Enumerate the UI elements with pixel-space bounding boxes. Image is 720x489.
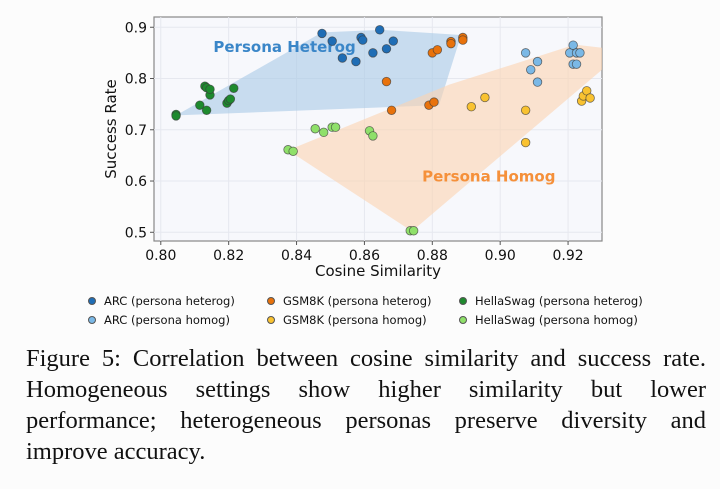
x-tick-label: 0.80 bbox=[145, 248, 176, 264]
legend-row-homog: ARC (persona homog) GSM8K (persona homog… bbox=[88, 312, 668, 328]
x-tick-label: 0.86 bbox=[349, 248, 380, 264]
legend-label: HellaSwag (persona homog) bbox=[475, 313, 638, 327]
point-arc-persona-heterog bbox=[368, 48, 378, 58]
point-gsm8k-persona-homog bbox=[466, 102, 477, 112]
point-arc-persona-heterog bbox=[317, 28, 327, 39]
point-gsm8k-persona-homog bbox=[480, 92, 490, 103]
point-arc-persona-homog bbox=[568, 40, 578, 50]
point-gsm8k-persona-heterog bbox=[381, 76, 392, 87]
point-arc-persona-homog bbox=[520, 48, 531, 58]
point-hellaswag-persona-homog bbox=[318, 127, 329, 138]
legend-row-heterog: ARC (persona heterog) GSM8K (persona het… bbox=[88, 293, 668, 309]
point-gsm8k-persona-homog bbox=[520, 105, 531, 115]
point-hellaswag-persona-heterog bbox=[229, 83, 239, 93]
legend-marker-icon bbox=[459, 316, 467, 324]
point-arc-persona-heterog bbox=[381, 44, 392, 54]
x-axis: 0.80 0.82 0.84 0.86 0.88 0.90 0.92 bbox=[145, 241, 584, 264]
point-hellaswag-persona-homog bbox=[330, 122, 341, 132]
y-tick-label: 0.9 bbox=[125, 20, 147, 36]
y-tick-label: 0.8 bbox=[125, 72, 147, 88]
x-tick-label: 0.90 bbox=[485, 248, 516, 264]
legend: ARC (persona heterog) GSM8K (persona het… bbox=[88, 293, 668, 331]
x-tick-label: 0.92 bbox=[552, 248, 583, 264]
y-tick-label: 0.6 bbox=[125, 174, 147, 190]
legend-item-hellaswag-homog: HellaSwag (persona homog) bbox=[459, 313, 638, 327]
point-arc-persona-homog bbox=[526, 65, 536, 75]
region-label-homog: Persona Homog bbox=[422, 168, 555, 186]
point-hellaswag-persona-heterog bbox=[171, 111, 181, 121]
x-tick-label: 0.84 bbox=[281, 248, 312, 264]
legend-marker-icon bbox=[267, 316, 275, 324]
y-tick-label: 0.5 bbox=[125, 225, 147, 241]
point-gsm8k-persona-heterog bbox=[432, 45, 443, 55]
legend-item-gsm8k-heterog: GSM8K (persona heterog) bbox=[267, 294, 445, 308]
legend-item-arc-homog: ARC (persona homog) bbox=[88, 313, 253, 327]
legend-label: GSM8K (persona homog) bbox=[283, 313, 427, 327]
legend-label: GSM8K (persona heterog) bbox=[283, 294, 432, 308]
legend-marker-icon bbox=[267, 297, 275, 305]
point-hellaswag-persona-homog bbox=[288, 146, 298, 156]
legend-label: ARC (persona homog) bbox=[104, 313, 230, 327]
point-arc-persona-homog bbox=[532, 56, 543, 67]
point-hellaswag-persona-homog bbox=[310, 124, 320, 134]
legend-marker-icon bbox=[88, 316, 96, 324]
point-arc-persona-heterog bbox=[327, 36, 337, 46]
point-hellaswag-persona-heterog bbox=[205, 84, 215, 94]
point-arc-persona-homog bbox=[571, 59, 582, 69]
y-tick-label: 0.7 bbox=[125, 123, 147, 139]
x-axis-label: Cosine Similarity bbox=[315, 262, 441, 280]
y-axis: 0.5 0.6 0.7 0.8 0.9 bbox=[125, 20, 154, 241]
legend-marker-icon bbox=[459, 297, 467, 305]
x-tick-label: 0.88 bbox=[417, 248, 448, 264]
region-homog bbox=[288, 44, 602, 232]
legend-item-gsm8k-homog: GSM8K (persona homog) bbox=[267, 313, 445, 327]
legend-marker-icon bbox=[88, 297, 96, 305]
point-gsm8k-persona-homog bbox=[585, 93, 595, 103]
legend-label: HellaSwag (persona heterog) bbox=[475, 294, 643, 308]
point-arc-persona-heterog bbox=[358, 35, 368, 45]
point-arc-persona-heterog bbox=[388, 36, 398, 46]
point-gsm8k-persona-homog bbox=[520, 137, 531, 148]
point-gsm8k-persona-heterog bbox=[458, 35, 468, 45]
point-arc-persona-homog bbox=[532, 77, 543, 87]
point-hellaswag-persona-heterog bbox=[225, 94, 236, 104]
point-arc-persona-heterog bbox=[337, 53, 348, 63]
point-gsm8k-persona-heterog bbox=[386, 105, 397, 115]
legend-item-hellaswag-heterog: HellaSwag (persona heterog) bbox=[459, 294, 643, 308]
region-label-heterog: Persona Heterog bbox=[213, 38, 355, 56]
point-hellaswag-persona-homog bbox=[368, 131, 378, 141]
x-tick-label: 0.82 bbox=[213, 248, 244, 264]
point-gsm8k-persona-heterog bbox=[429, 97, 439, 107]
point-arc-persona-heterog bbox=[351, 56, 361, 67]
point-hellaswag-persona-heterog bbox=[195, 100, 205, 110]
point-gsm8k-persona-heterog bbox=[446, 38, 456, 49]
point-arc-persona-homog bbox=[575, 48, 585, 58]
point-arc-persona-heterog bbox=[374, 25, 385, 35]
legend-item-arc-heterog: ARC (persona heterog) bbox=[88, 294, 253, 308]
point-hellaswag-persona-heterog bbox=[201, 105, 212, 115]
point-hellaswag-persona-homog bbox=[408, 226, 419, 236]
figure-caption: Figure 5: Correlation between cosine sim… bbox=[26, 345, 706, 465]
y-axis-label: Success Rate bbox=[102, 79, 120, 179]
data-points bbox=[171, 25, 595, 236]
legend-label: ARC (persona heterog) bbox=[104, 294, 235, 308]
